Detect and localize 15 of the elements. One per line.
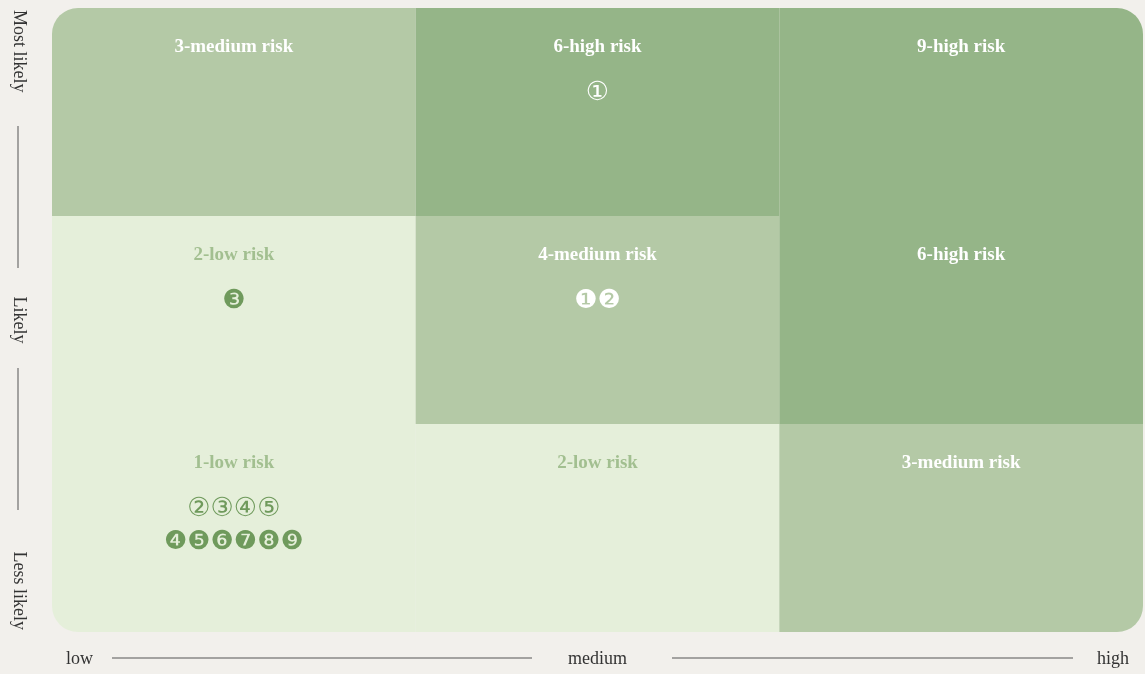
data-label: 1-low risk ②③④⑤ ❹❺❻❼❽❾ bbox=[163, 451, 304, 555]
data-label: 3-medium risk bbox=[174, 35, 294, 56]
data-label: 4-medium risk ❶❷ bbox=[538, 243, 658, 314]
data-label: 2-low risk bbox=[557, 451, 639, 472]
data-label: 3-medium risk bbox=[901, 451, 1021, 472]
x-tick-label: high bbox=[1096, 648, 1129, 668]
data-label: 2-low risk ❸ bbox=[193, 243, 275, 314]
y-tick-label: Less likely bbox=[9, 551, 30, 630]
data-label: 6-high risk ① bbox=[553, 35, 643, 106]
x-tick-label: low bbox=[66, 648, 93, 668]
y-tick-label: Likely bbox=[9, 296, 30, 344]
data-label: 6-high risk bbox=[917, 243, 1006, 264]
y-tick-label: Most likely bbox=[9, 10, 30, 93]
data-label: 9-high risk bbox=[917, 35, 1006, 56]
x-tick-label: medium bbox=[568, 648, 627, 668]
